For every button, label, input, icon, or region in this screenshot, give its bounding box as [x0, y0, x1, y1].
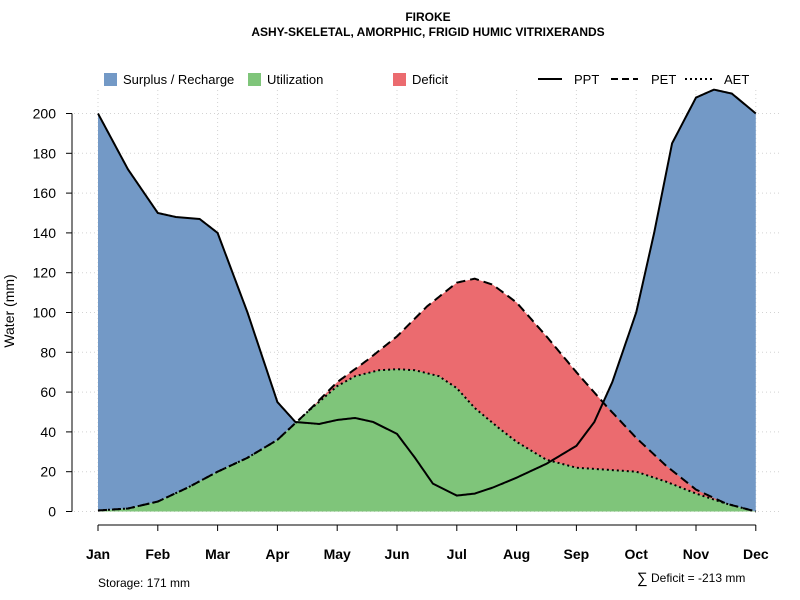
y-tick-label: 200 [33, 106, 57, 122]
utilization-area [98, 369, 756, 512]
x-tick-label-jun: Jun [385, 546, 410, 562]
legend-label-ppt: PPT [574, 72, 599, 87]
x-tick-label-nov: Nov [683, 546, 710, 562]
x-tick-label-aug: Aug [503, 546, 530, 562]
legend-label-pet: PET [651, 72, 676, 87]
chart-subtitle: ASHY-SKELETAL, AMORPHIC, FRIGID HUMIC VI… [251, 25, 604, 39]
deficit-sum-label: Deficit = -213 mm [651, 571, 745, 585]
x-tick-label-mar: Mar [205, 546, 230, 562]
y-tick-label: 120 [33, 265, 57, 281]
series-line-aet [97, 368, 757, 513]
x-tick-label-oct: Oct [625, 546, 649, 562]
deficit-sum-symbol: ∑ [637, 570, 648, 587]
y-tick-label: 100 [33, 305, 57, 321]
y-tick-label: 0 [48, 504, 56, 520]
legend-label-1: Utilization [267, 72, 323, 87]
legend-swatch-1 [248, 73, 261, 86]
legend-swatch-0 [104, 73, 117, 86]
series-lines [97, 88, 757, 513]
x-tick-label-sep: Sep [564, 546, 590, 562]
surplus-recharge-area [98, 89, 756, 512]
legend-swatch-2 [393, 73, 406, 86]
y-tick-label: 20 [40, 464, 56, 480]
x-tick-label-dec: Dec [743, 546, 769, 562]
y-tick-label: 160 [33, 185, 57, 201]
x-tick-label-jan: Jan [86, 546, 110, 562]
x-tick-label-feb: Feb [145, 546, 170, 562]
x-tick-label-may: May [324, 546, 351, 562]
storage-label: Storage: 171 mm [98, 576, 190, 590]
legend-label-2: Deficit [412, 72, 449, 87]
x-tick-label-jul: Jul [447, 546, 467, 562]
y-tick-label: 40 [40, 424, 56, 440]
y-tick-label: 80 [40, 344, 56, 360]
area-fills [98, 89, 756, 512]
axes: 0 20 40 60 80 100 120 140 160 180 200 Jan Feb Mar Apr M… [33, 106, 769, 563]
x-tick-label-apr: Apr [265, 546, 290, 562]
legend-label-0: Surplus / Recharge [123, 72, 234, 87]
y-tick-label: 140 [33, 225, 57, 241]
deficit-area [98, 278, 756, 512]
y-tick-label: 180 [33, 145, 57, 161]
y-axis-label: Water (mm) [1, 274, 17, 347]
utilization-base-area [98, 417, 756, 512]
legend-label-aet: AET [724, 72, 749, 87]
chart-title: FIROKE [405, 10, 450, 24]
legend: Surplus / Recharge Utilization Deficit PPT P… [104, 72, 749, 87]
series-line-ppt [97, 88, 757, 497]
y-tick-label: 60 [40, 384, 56, 400]
